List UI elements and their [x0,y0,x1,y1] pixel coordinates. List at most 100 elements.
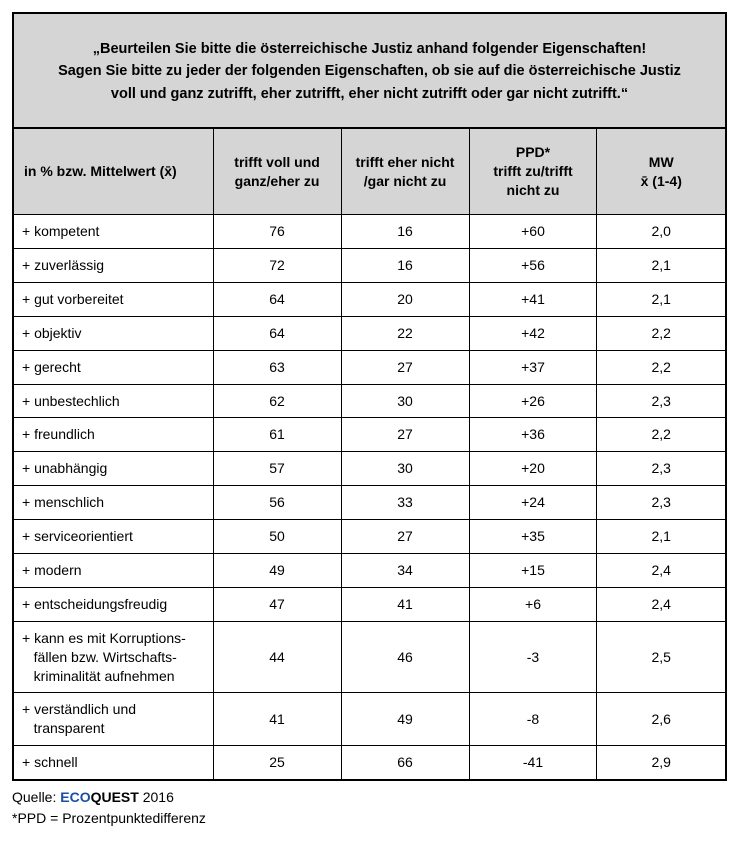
header-line-1: „Beurteilen Sie bitte die österreichisch… [93,41,647,57]
table-row: + zuverlässig7216+562,1 [14,248,725,282]
row-label: + kompetent [14,215,213,249]
col-header-mw: MW x̄ (1-4) [597,129,725,214]
row-value-b: 22 [341,316,469,350]
row-label: + gerecht [14,350,213,384]
table-row: + gut vorbereitet6420+412,1 [14,282,725,316]
row-value-a: 76 [213,215,341,249]
row-value-d: 2,1 [597,520,725,554]
row-label: + objektiv [14,316,213,350]
header-line-3: voll und ganz zutrifft, eher zutrifft, e… [111,86,628,102]
table-header-row: in % bzw. Mittelwert (x̄) trifft voll un… [14,129,725,214]
row-value-b: 49 [341,693,469,746]
row-label: + menschlich [14,486,213,520]
row-value-b: 34 [341,553,469,587]
row-label: + verständlich und transparent [14,693,213,746]
row-value-c: -41 [469,746,597,779]
source-prefix: Quelle: [12,789,60,805]
row-value-a: 63 [213,350,341,384]
table-body: + kompetent7616+602,0+ zuverlässig7216+5… [14,215,725,780]
table-row: + unabhängig5730+202,3 [14,452,725,486]
row-value-d: 2,2 [597,350,725,384]
row-value-c: +56 [469,248,597,282]
row-value-d: 2,5 [597,621,725,693]
row-value-c: +36 [469,418,597,452]
row-value-b: 27 [341,520,469,554]
row-label: + unabhängig [14,452,213,486]
source-quest: QUEST [91,789,139,805]
source-eco: ECO [60,789,90,805]
row-value-a: 57 [213,452,341,486]
table-row: + modern4934+152,4 [14,553,725,587]
row-value-d: 2,6 [597,693,725,746]
row-value-b: 16 [341,215,469,249]
ppd-footnote: *PPD = Prozentpunktedifferenz [12,810,206,826]
row-value-c: +35 [469,520,597,554]
row-value-a: 72 [213,248,341,282]
row-value-d: 2,3 [597,486,725,520]
row-value-a: 50 [213,520,341,554]
col-header-not-applies: trifft eher nicht /gar nicht zu [341,129,469,214]
row-value-b: 66 [341,746,469,779]
row-value-d: 2,2 [597,418,725,452]
col-header-ppd: PPD* trifft zu/trifft nicht zu [469,129,597,214]
table-row: + schnell2566-412,9 [14,746,725,779]
survey-question-header: „Beurteilen Sie bitte die österreichisch… [14,14,725,129]
row-value-a: 64 [213,282,341,316]
col-header-label: in % bzw. Mittelwert (x̄) [14,129,213,214]
row-value-c: +6 [469,587,597,621]
row-value-b: 27 [341,350,469,384]
row-value-b: 30 [341,384,469,418]
row-value-a: 62 [213,384,341,418]
row-value-c: +41 [469,282,597,316]
row-label: + entscheidungsfreudig [14,587,213,621]
source-year: 2016 [139,789,174,805]
table-row: + verständlich und transparent4149-82,6 [14,693,725,746]
row-value-c: -3 [469,621,597,693]
row-value-b: 33 [341,486,469,520]
row-value-c: +60 [469,215,597,249]
row-value-a: 25 [213,746,341,779]
row-value-d: 2,4 [597,553,725,587]
footnote: Quelle: ECOQUEST 2016 *PPD = Prozentpunk… [12,787,727,829]
row-value-d: 2,0 [597,215,725,249]
row-value-a: 64 [213,316,341,350]
row-label: + modern [14,553,213,587]
table-row: + gerecht6327+372,2 [14,350,725,384]
table-row: + freundlich6127+362,2 [14,418,725,452]
table-row: + menschlich5633+242,3 [14,486,725,520]
row-value-d: 2,1 [597,248,725,282]
row-value-c: +37 [469,350,597,384]
row-value-b: 20 [341,282,469,316]
row-value-a: 44 [213,621,341,693]
header-line-2: Sagen Sie bitte zu jeder der folgenden E… [58,63,681,79]
row-label: + serviceorientiert [14,520,213,554]
row-value-d: 2,3 [597,452,725,486]
row-label: + gut vorbereitet [14,282,213,316]
row-value-b: 27 [341,418,469,452]
col-header-applies: trifft voll und ganz/eher zu [213,129,341,214]
row-value-c: +24 [469,486,597,520]
row-label: + kann es mit Korruptions- fällen bzw. W… [14,621,213,693]
row-value-d: 2,4 [597,587,725,621]
row-value-d: 2,2 [597,316,725,350]
row-value-a: 41 [213,693,341,746]
row-value-b: 30 [341,452,469,486]
row-value-c: +15 [469,553,597,587]
row-value-a: 47 [213,587,341,621]
row-value-d: 2,9 [597,746,725,779]
table-row: + kompetent7616+602,0 [14,215,725,249]
table-row: + serviceorientiert5027+352,1 [14,520,725,554]
row-value-a: 49 [213,553,341,587]
row-value-c: +42 [469,316,597,350]
row-value-c: +26 [469,384,597,418]
row-value-d: 2,1 [597,282,725,316]
row-value-a: 61 [213,418,341,452]
row-value-a: 56 [213,486,341,520]
table-row: + kann es mit Korruptions- fällen bzw. W… [14,621,725,693]
row-value-c: -8 [469,693,597,746]
row-value-b: 46 [341,621,469,693]
row-label: + zuverlässig [14,248,213,282]
row-label: + freundlich [14,418,213,452]
survey-table-container: „Beurteilen Sie bitte die österreichisch… [12,12,727,781]
row-value-d: 2,3 [597,384,725,418]
